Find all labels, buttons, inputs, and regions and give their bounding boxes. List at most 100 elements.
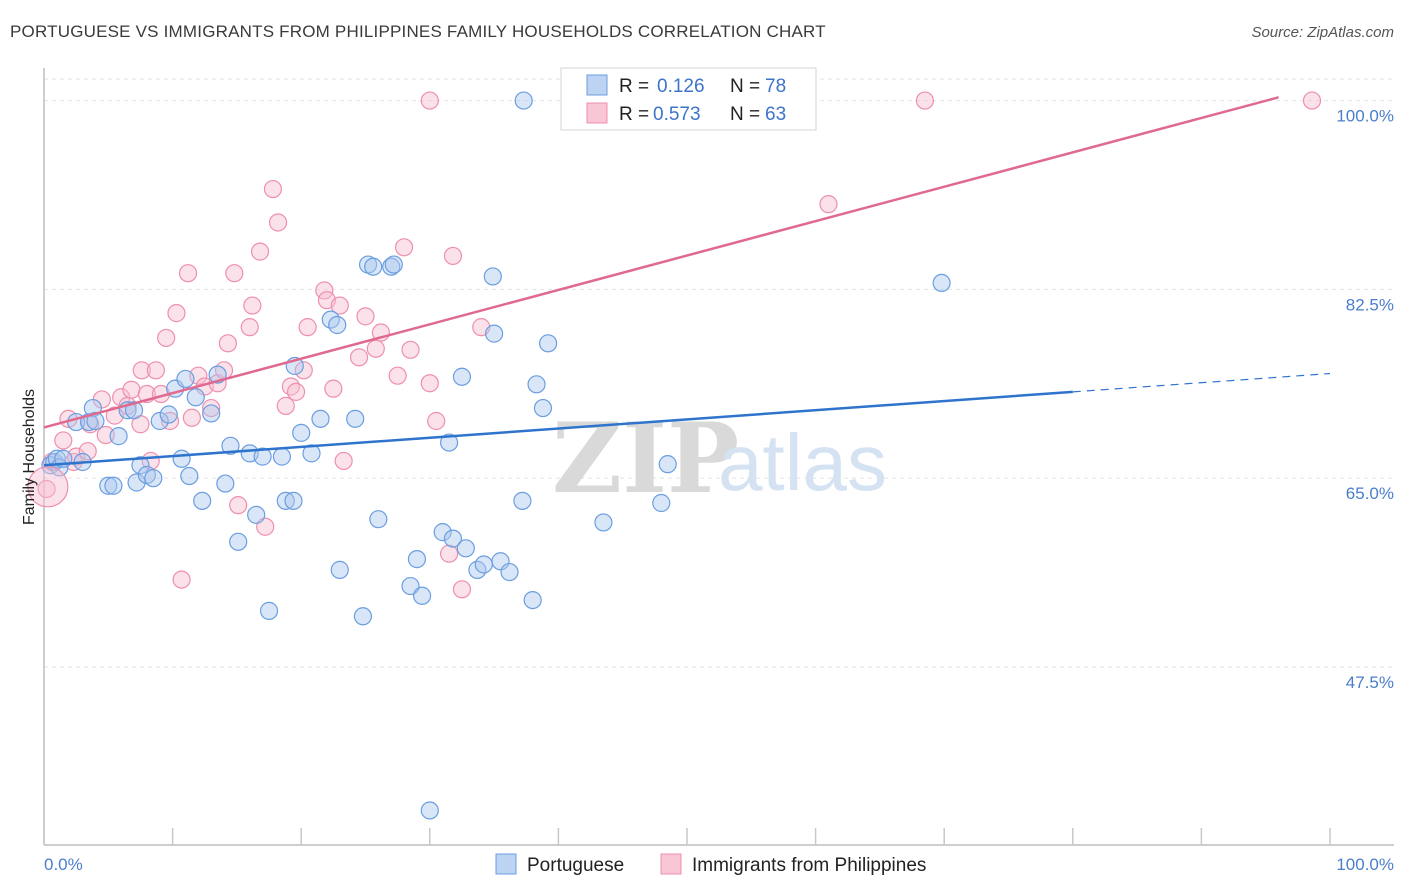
- point-portuguese: [176, 369, 195, 389]
- point-portuguese: [284, 491, 303, 510]
- watermark-zip: ZIP: [552, 402, 739, 515]
- point-portuguese: [253, 447, 272, 466]
- stats-n-value-2: 63: [765, 104, 786, 125]
- point-philippines: [324, 379, 343, 398]
- point-portuguese: [292, 423, 311, 442]
- point-philippines: [394, 238, 414, 257]
- y-tick-labels: 47.5% 65.0% 82.5% 100.0%: [1336, 107, 1394, 692]
- point-philippines: [915, 91, 935, 110]
- legend-swatch-portuguese: [495, 853, 517, 875]
- point-philippines: [202, 398, 221, 418]
- point-portuguese: [109, 427, 128, 446]
- point-portuguese: [932, 273, 951, 293]
- point-portuguese: [412, 586, 432, 605]
- point-philippines: [366, 339, 385, 358]
- point-portuguese: [302, 444, 321, 463]
- point-portuguese: [311, 409, 330, 428]
- point-portuguese: [523, 590, 542, 610]
- point-philippines: [96, 425, 115, 445]
- point-portuguese: [180, 466, 199, 486]
- point-portuguese: [159, 405, 178, 424]
- stats-r-value-1: 0.126: [657, 76, 705, 97]
- point-portuguese: [527, 375, 546, 394]
- point-philippines: [388, 366, 407, 385]
- point-philippines: [1302, 91, 1322, 110]
- point-philippines: [37, 479, 56, 499]
- trend-line-philippines: [43, 96, 1279, 429]
- point-portuguese: [485, 324, 504, 343]
- trend-line-portuguese: [43, 390, 1073, 467]
- source-label: Source: ZipAtlas.com: [1251, 24, 1394, 41]
- stats-n-label-2: N =: [730, 104, 760, 125]
- point-portuguese: [193, 491, 212, 510]
- point-portuguese: [124, 401, 144, 420]
- point-philippines: [349, 348, 369, 367]
- point-portuguese: [364, 257, 383, 276]
- point-portuguese: [259, 601, 279, 620]
- chart-title: PORTUGUESE VS IMMIGRANTS FROM PHILIPPINE…: [10, 22, 826, 41]
- point-philippines: [268, 213, 288, 232]
- point-philippines: [452, 580, 472, 599]
- point-philippines: [172, 570, 191, 589]
- point-portuguese: [443, 529, 463, 548]
- point-philippines: [160, 411, 180, 431]
- point-philippines: [420, 374, 439, 393]
- stats-legend: R = 0.126 N = 78 R = 0.573 N = 63: [560, 67, 817, 131]
- stats-r-label-2: R =: [619, 104, 649, 125]
- point-portuguese: [353, 607, 373, 626]
- stats-swatch-portuguese: [586, 74, 608, 96]
- point-philippines: [427, 411, 446, 431]
- point-philippines: [330, 296, 349, 315]
- point-portuguese: [127, 473, 146, 492]
- y-tick-label: 82.5%: [1346, 295, 1394, 314]
- point-philippines: [178, 264, 198, 283]
- stats-swatch-philippines: [586, 102, 608, 124]
- point-portuguese: [369, 510, 388, 529]
- point-philippines: [54, 431, 73, 450]
- point-philippines: [218, 334, 237, 353]
- point-philippines: [182, 408, 201, 427]
- point-portuguese: [272, 447, 292, 466]
- point-portuguese: [346, 409, 365, 428]
- point-portuguese: [131, 456, 150, 475]
- point-philippines: [439, 544, 459, 563]
- point-portuguese: [276, 491, 295, 510]
- point-portuguese: [172, 449, 191, 468]
- point-portuguese: [514, 91, 533, 110]
- point-portuguese: [202, 404, 221, 423]
- series-legend: Portuguese Immigrants from Philippines: [495, 853, 926, 876]
- point-philippines: [420, 91, 439, 110]
- point-portuguese: [439, 433, 459, 452]
- point-philippines: [401, 340, 420, 359]
- point-portuguese: [330, 560, 349, 579]
- point-philippines: [276, 396, 295, 415]
- point-portuguese: [401, 576, 420, 596]
- y-tick-label: 100.0%: [1336, 107, 1394, 126]
- legend-label-portuguese: Portuguese: [527, 855, 624, 876]
- point-portuguese: [474, 555, 493, 574]
- point-portuguese: [382, 257, 401, 276]
- point-philippines: [286, 382, 306, 401]
- point-portuguese: [247, 505, 266, 524]
- point-portuguese: [186, 388, 205, 407]
- point-portuguese: [328, 315, 347, 335]
- point-portuguese: [594, 513, 613, 532]
- point-portuguese: [539, 334, 558, 353]
- point-portuguese: [533, 398, 553, 418]
- point-philippines: [229, 496, 248, 515]
- point-portuguese: [99, 476, 118, 495]
- point-philippines: [819, 195, 838, 214]
- point-philippines: [146, 361, 165, 380]
- x-tick-label-max: 100.0%: [1336, 855, 1394, 874]
- data-points: [27, 91, 1322, 820]
- point-portuguese: [104, 476, 123, 495]
- point-portuguese: [483, 267, 502, 286]
- y-tick-label: 65.0%: [1346, 484, 1394, 503]
- stats-n-value-1: 78: [765, 76, 786, 97]
- point-portuguese: [229, 532, 248, 551]
- y-axis-title: Family Households: [21, 389, 38, 525]
- point-philippines: [294, 361, 313, 380]
- point-philippines: [250, 242, 270, 261]
- point-philippines: [157, 328, 176, 348]
